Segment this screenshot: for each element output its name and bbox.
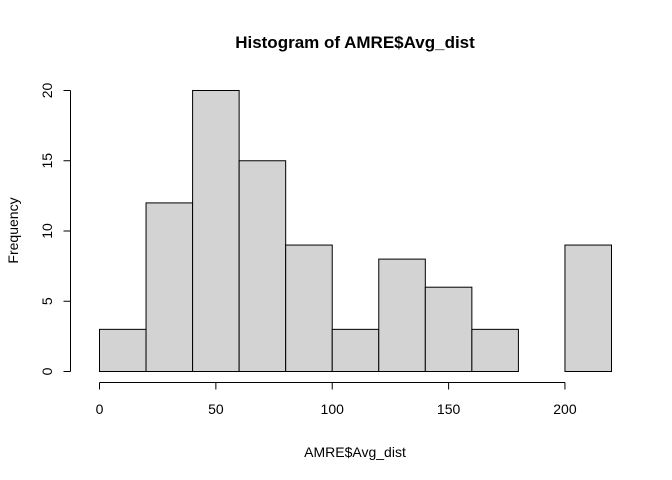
histogram-bar-20-40 bbox=[145, 202, 194, 372]
x-axis: 0 50 100 150 200 bbox=[96, 382, 577, 417]
x-tick-label: 50 bbox=[208, 401, 224, 417]
histogram-bar-40-60 bbox=[192, 90, 240, 372]
y-tick-label: 5 bbox=[39, 297, 55, 305]
histogram-bar-200-220 bbox=[564, 244, 612, 372]
histogram-bar-140-160 bbox=[424, 286, 473, 373]
histogram-bar-120-140 bbox=[378, 258, 426, 373]
histogram-bar-0-20 bbox=[99, 328, 147, 373]
bars-layer bbox=[99, 90, 612, 373]
histogram-bar-160-180 bbox=[471, 328, 519, 373]
histogram-bar-100-120 bbox=[331, 328, 380, 373]
y-axis-label: Frequency bbox=[5, 197, 21, 263]
y-tick-label: 20 bbox=[39, 83, 55, 99]
x-tick-label: 200 bbox=[553, 401, 577, 417]
histogram-bar-80-100 bbox=[285, 244, 333, 372]
x-axis-label: AMRE$Avg_dist bbox=[304, 444, 406, 460]
y-tick-label: 0 bbox=[39, 367, 55, 375]
y-tick-label: 15 bbox=[39, 153, 55, 169]
y-axis: 0 5 10 15 20 bbox=[39, 83, 71, 375]
y-tick-label: 10 bbox=[39, 223, 55, 239]
x-tick-label: 150 bbox=[437, 401, 461, 417]
histogram-bar-60-80 bbox=[238, 160, 287, 372]
x-tick-label: 0 bbox=[96, 401, 104, 417]
chart-title: Histogram of AMRE$Avg_dist bbox=[235, 33, 475, 52]
x-tick-label: 100 bbox=[321, 401, 345, 417]
